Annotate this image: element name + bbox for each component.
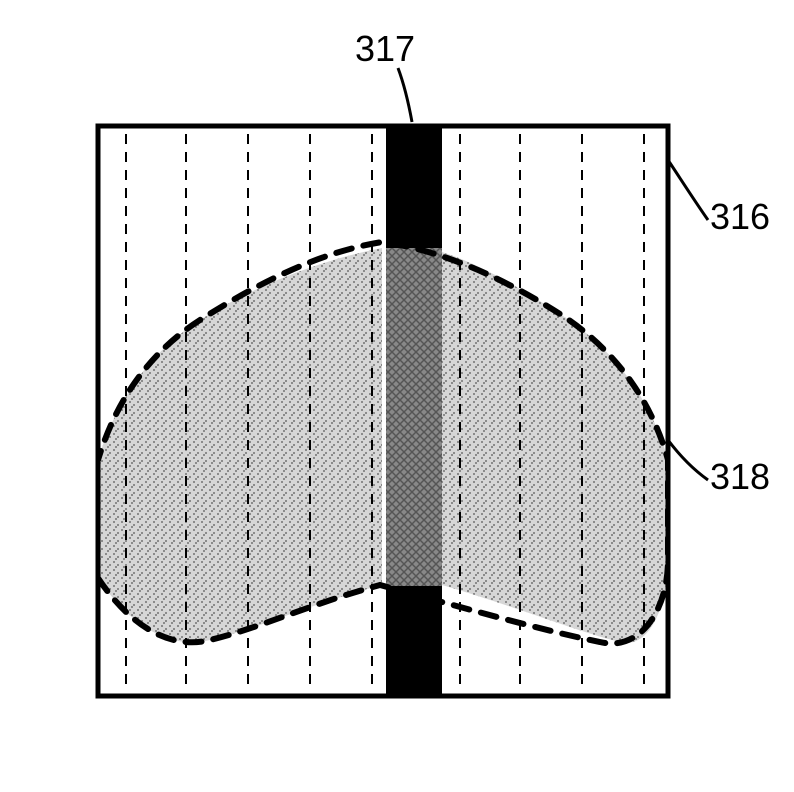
label-318: 318 bbox=[710, 456, 770, 497]
figure-svg: 317 316 318 bbox=[0, 0, 794, 787]
figure-canvas: 317 316 318 bbox=[0, 0, 794, 787]
label-317: 317 bbox=[355, 28, 415, 69]
crosshatch-region bbox=[386, 248, 442, 586]
leader-317 bbox=[398, 68, 412, 122]
leader-318 bbox=[668, 440, 708, 480]
leader-316 bbox=[668, 160, 708, 220]
label-316: 316 bbox=[710, 196, 770, 237]
